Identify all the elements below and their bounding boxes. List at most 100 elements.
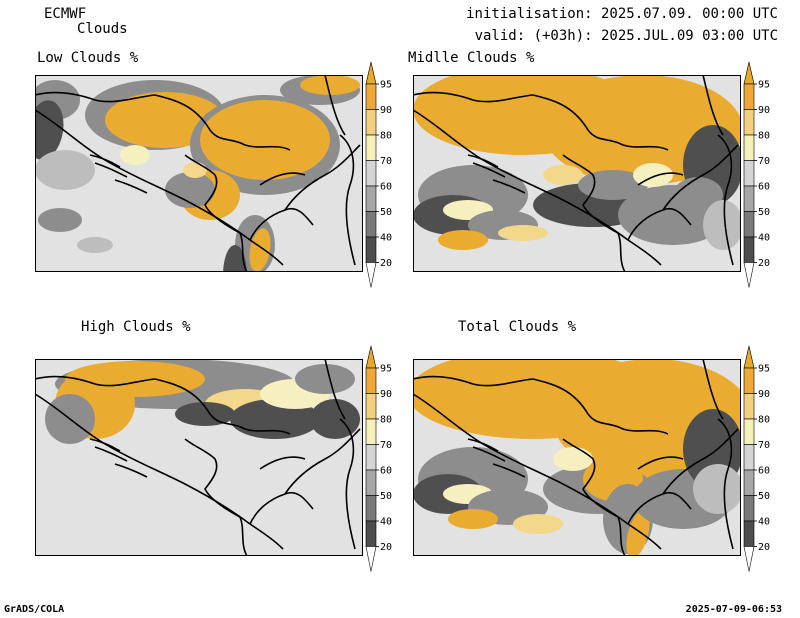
country-border (35, 375, 156, 387)
colorbar-tick-label: 70 (758, 156, 770, 167)
colorbar-tick-label: 95 (758, 364, 770, 375)
colorbar-tick-label: 20 (380, 258, 392, 269)
cloud-area (693, 464, 741, 514)
country-border (35, 109, 284, 266)
cloud-area (183, 162, 207, 178)
cloud-area (35, 150, 95, 190)
colorbar-tick-label: 95 (380, 364, 392, 375)
colorbar-segment (365, 109, 377, 136)
country-border (717, 134, 734, 266)
model-name: ECMWF (44, 6, 87, 22)
country-border (702, 359, 724, 420)
country-border (662, 428, 739, 495)
colorbar-tick-label: 50 (758, 491, 770, 502)
country-border (339, 418, 356, 550)
variable-name: Clouds (77, 21, 128, 37)
colorbar-total: 95 90 80 70 60 50 40 20 (742, 344, 778, 580)
country-border (184, 154, 241, 234)
colorbar-segment (365, 367, 377, 394)
map-frame (35, 359, 363, 556)
colorbar-bottom-triangle (743, 262, 755, 288)
country-border (562, 438, 619, 518)
colorbar-segment (743, 211, 755, 238)
colorbar-segment (365, 185, 377, 212)
colorbar-segment (743, 495, 755, 522)
country-border (259, 456, 306, 470)
country-border (492, 463, 526, 478)
country-border (492, 179, 526, 194)
colorbar-tick-label: 60 (758, 466, 770, 477)
colorbar-tick-label: 50 (380, 207, 392, 218)
country-border (94, 446, 128, 462)
country-border (413, 109, 662, 266)
colorbar-tick-label: 60 (758, 182, 770, 193)
country-borders (413, 359, 739, 556)
country-border (413, 91, 534, 103)
colorbar-tick-label: 50 (758, 207, 770, 218)
country-border (467, 154, 499, 168)
colorbar-tick-label: 50 (380, 491, 392, 502)
cloud-area (223, 245, 247, 272)
country-border (239, 516, 248, 556)
colorbar-tick-label: 20 (380, 542, 392, 553)
colorbar-segment (365, 418, 377, 445)
country-border (617, 232, 626, 272)
map-high-clouds (35, 359, 363, 556)
country-border (662, 144, 739, 211)
country-border (184, 438, 241, 518)
country-border (637, 456, 684, 470)
map-frame (413, 359, 741, 556)
colorbar-tick-label: 80 (758, 131, 770, 142)
country-borders (35, 359, 361, 556)
colorbar-tick-label: 40 (758, 233, 770, 244)
colorbar-bottom-triangle (743, 546, 755, 572)
colorbar-segment (743, 418, 755, 445)
panel-title-high: High Clouds % (81, 319, 191, 335)
colorbar-tick-label: 80 (758, 415, 770, 426)
colorbar-top-triangle (743, 345, 755, 369)
colorbar-segment (365, 160, 377, 187)
cloud-area (543, 165, 583, 185)
colorbar-segment (365, 469, 377, 496)
cloud-area (448, 509, 498, 529)
footer-timestamp: 2025-07-09-06:53 (685, 604, 782, 615)
country-border (472, 446, 506, 462)
country-border (89, 438, 121, 452)
country-border (239, 232, 248, 272)
country-border (413, 375, 534, 387)
colorbar-tick-label: 40 (380, 517, 392, 528)
colorbar-segment (365, 83, 377, 110)
country-border (532, 378, 669, 435)
cloud-area (310, 399, 360, 439)
cloud-area (77, 237, 113, 253)
panel-title-middle: Midlle Clouds % (408, 50, 535, 66)
map-middle-clouds (413, 75, 741, 272)
colorbar-segment (365, 520, 377, 547)
country-border (284, 144, 361, 211)
map-total-clouds (413, 359, 741, 556)
cloud-area (513, 514, 563, 534)
cloud-area (295, 364, 355, 394)
colorbar-tick-label: 70 (758, 440, 770, 451)
colorbar-tick-label: 40 (758, 517, 770, 528)
country-border (637, 172, 684, 186)
country-border (617, 516, 626, 556)
colorbar-tick-label: 70 (380, 156, 392, 167)
cloud-area (438, 230, 488, 250)
colorbar-top-triangle (743, 61, 755, 85)
map-frame (413, 75, 741, 272)
cloud-area (300, 75, 360, 95)
colorbar-middle: 95 90 80 70 60 50 40 20 (742, 60, 778, 296)
cloud-area (703, 200, 741, 250)
map-low-clouds (35, 75, 363, 272)
country-border (562, 154, 619, 234)
country-border (259, 172, 306, 186)
colorbar-segment (743, 393, 755, 420)
country-border (324, 359, 346, 420)
colorbar-segment (743, 83, 755, 110)
country-border (339, 134, 356, 266)
country-borders (413, 75, 739, 272)
initialisation-time: initialisation: 2025.07.09. 00:00 UTC (466, 6, 778, 22)
colorbar-segment (743, 367, 755, 394)
colorbar-segment (365, 495, 377, 522)
